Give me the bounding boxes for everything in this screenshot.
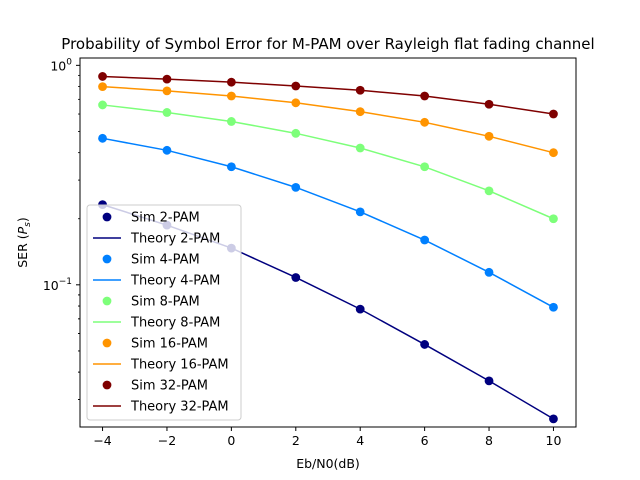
sim-point-4-PAM <box>226 162 236 172</box>
sim-point-2-PAM <box>420 340 430 349</box>
sim-point-8-PAM <box>355 143 365 153</box>
legend-label: Theory 2-PAM <box>130 232 220 247</box>
legend-marker-icon <box>102 254 112 264</box>
legend-item: Theory 16-PAM <box>93 358 229 373</box>
legend-item: Theory 2-PAM <box>93 232 220 247</box>
y-axis-label: SER (Ps) <box>15 217 33 268</box>
x-axis: −4 −2 0 2 4 6 8 10 <box>93 427 561 448</box>
sim-point-4-PAM <box>291 182 301 192</box>
legend-item: Theory 8-PAM <box>93 316 220 331</box>
sim-point-4-PAM <box>355 207 365 217</box>
chart-title: Probability of Symbol Error for M-PAM ov… <box>61 35 594 53</box>
theory-line-8-PAM <box>102 104 554 220</box>
legend-label: Sim 2-PAM <box>131 211 200 226</box>
sim-point-32-PAM <box>484 99 494 109</box>
sim-point-16-PAM <box>484 131 494 141</box>
legend-item: Sim 2-PAM <box>102 211 200 226</box>
sim-point-2-PAM <box>484 376 494 386</box>
legend-marker-icon <box>102 296 112 306</box>
y-axis-label-symbol: P <box>15 226 30 234</box>
sim-point-16-PAM <box>291 98 301 108</box>
theory-line-4-PAM <box>102 137 554 308</box>
sim-point-16-PAM <box>549 148 558 158</box>
legend: Sim 2-PAM Theory 2-PAM Sim 4-PAM Theory 4-P… <box>86 204 242 421</box>
sim-point-32-PAM <box>291 81 301 91</box>
x-tick-label: 4 <box>356 433 364 448</box>
x-tick-label: 0 <box>227 433 235 448</box>
x-tick-label: −4 <box>93 433 111 448</box>
sim-point-16-PAM <box>98 82 107 92</box>
sim-point-8-PAM <box>484 186 494 196</box>
x-tick-label: 10 <box>546 433 562 448</box>
legend-label: Theory 8-PAM <box>130 316 220 331</box>
theory-line-32-PAM <box>102 75 554 115</box>
sim-point-16-PAM <box>355 107 365 117</box>
y-axis-label-close: ) <box>15 217 30 222</box>
series-8-PAM <box>98 100 558 224</box>
sim-point-4-PAM <box>98 133 107 143</box>
sim-point-8-PAM <box>420 162 430 172</box>
sim-point-16-PAM <box>420 117 430 127</box>
sim-point-32-PAM <box>420 91 430 101</box>
legend-item: Sim 32-PAM <box>102 379 208 394</box>
series-32-PAM <box>98 72 558 119</box>
y-axis-label-main: SER ( <box>15 234 30 267</box>
legend-item: Theory 4-PAM <box>93 274 220 289</box>
legend-marker-icon <box>102 338 112 348</box>
series-16-PAM <box>98 82 558 158</box>
sim-point-32-PAM <box>549 109 558 119</box>
sim-point-32-PAM <box>355 85 365 95</box>
sim-point-8-PAM <box>162 108 172 117</box>
legend-label: Theory 32-PAM <box>130 400 229 415</box>
sim-point-4-PAM <box>549 302 558 312</box>
sim-point-2-PAM <box>355 304 365 314</box>
sim-point-32-PAM <box>226 77 236 87</box>
legend-item: Sim 4-PAM <box>102 253 200 268</box>
sim-point-16-PAM <box>226 91 236 101</box>
sim-point-32-PAM <box>162 74 172 84</box>
legend-label: Sim 32-PAM <box>131 379 208 394</box>
legend-label: Sim 4-PAM <box>131 253 200 268</box>
x-axis-label: Eb/N0(dB) <box>296 456 360 471</box>
legend-label: Theory 16-PAM <box>130 358 229 373</box>
axes-frame <box>79 57 577 428</box>
y-tick-label: 100 <box>50 57 72 73</box>
legend-marker-icon <box>102 212 112 222</box>
series-4-PAM <box>98 133 558 312</box>
legend-item: Theory 32-PAM <box>93 400 229 415</box>
sim-point-2-PAM <box>549 414 558 424</box>
sim-point-4-PAM <box>484 267 494 277</box>
sim-point-32-PAM <box>98 72 107 81</box>
sim-point-8-PAM <box>98 100 107 110</box>
sim-point-4-PAM <box>162 145 172 155</box>
x-tick-label: 2 <box>292 433 300 448</box>
theory-line-16-PAM <box>102 85 554 154</box>
legend-marker-icon <box>102 380 112 390</box>
legend-item: Sim 16-PAM <box>102 337 208 352</box>
y-tick-label: 10−1 <box>43 277 72 293</box>
sim-point-8-PAM <box>549 214 558 224</box>
sim-point-8-PAM <box>226 117 236 126</box>
x-tick-label: 6 <box>421 433 429 448</box>
legend-label: Theory 4-PAM <box>130 274 220 289</box>
legend-label: Sim 8-PAM <box>131 295 200 310</box>
sim-point-8-PAM <box>291 128 301 138</box>
sim-point-16-PAM <box>162 86 172 96</box>
plot-area <box>98 72 558 424</box>
sim-point-4-PAM <box>420 235 430 245</box>
sim-point-2-PAM <box>291 273 301 282</box>
legend-item: Sim 8-PAM <box>102 295 200 310</box>
x-tick-label: −2 <box>158 433 176 448</box>
x-tick-label: 8 <box>485 433 493 448</box>
legend-label: Sim 16-PAM <box>131 337 208 352</box>
legend-box <box>86 204 242 421</box>
y-axis-label-subscript: s <box>23 222 33 227</box>
y-axis: 10−1 100 <box>43 57 80 400</box>
